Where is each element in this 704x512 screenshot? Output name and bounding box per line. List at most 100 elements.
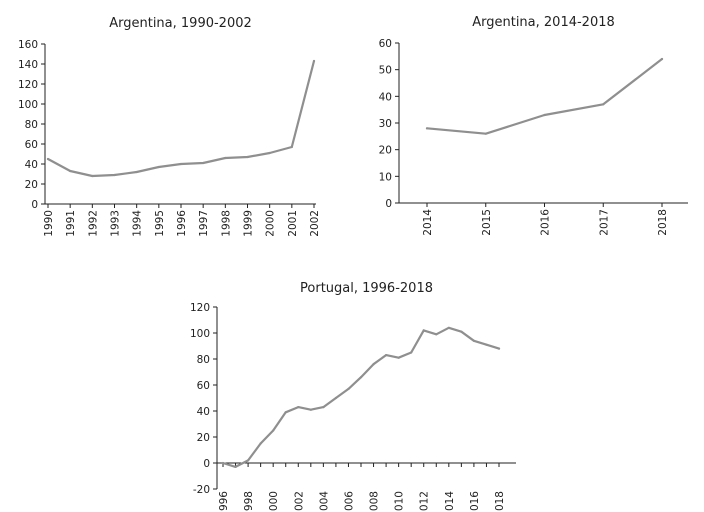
data-point — [497, 347, 501, 350]
y-tick-label: 30 — [379, 118, 392, 130]
y-tick-label: 0 — [203, 458, 210, 470]
x-tick-label: 2017 — [598, 209, 610, 236]
data-point — [472, 339, 476, 342]
data-point — [272, 429, 275, 432]
x-tick-label: 1998 — [220, 210, 232, 237]
x-tick-label: 1997 — [198, 210, 210, 237]
y-tick-label: 0 — [31, 199, 38, 211]
x-tick-label: 2014 — [444, 491, 456, 512]
data-point — [297, 406, 300, 409]
y-tick-label: 20 — [25, 179, 38, 191]
x-tick-label: 2016 — [540, 209, 552, 236]
data-point — [309, 408, 312, 411]
x-tick-label: 2002 — [309, 210, 321, 237]
x-tick-label: 2010 — [394, 491, 406, 512]
data-point — [397, 356, 400, 359]
data-point — [447, 326, 450, 329]
y-tick-label: 120 — [18, 79, 38, 91]
y-tick-label: 20 — [197, 432, 210, 444]
series-line — [221, 326, 501, 468]
y-tick-label: 60 — [25, 139, 38, 151]
data-point — [334, 396, 338, 400]
y-tick-label: 60 — [379, 38, 392, 50]
data-point — [224, 156, 227, 160]
data-point — [91, 174, 94, 178]
data-point — [484, 132, 487, 135]
data-point — [179, 162, 183, 166]
data-point — [384, 354, 388, 357]
data-point — [359, 376, 363, 379]
chart-argentina-1990-2002: Argentina, 1990-2002 0 20 40 60 80 100 120 140 16… — [18, 16, 321, 237]
data-point — [284, 411, 287, 414]
data-point — [460, 330, 463, 333]
x-tick-label: 2008 — [369, 491, 381, 512]
chart-portugal-1996-2018: Portugal, 1996-2018 -20 0 20 40 60 80 100 120 199… — [190, 281, 516, 512]
chart-title: Portugal, 1996-2018 — [300, 281, 433, 296]
x-tick-label: 1993 — [110, 210, 122, 237]
x-tick-label: 1991 — [65, 210, 77, 237]
data-point — [425, 127, 429, 130]
y-tick-label: 120 — [190, 302, 210, 314]
data-point — [422, 329, 425, 332]
series-line — [425, 57, 664, 135]
x-tick-label: 1996 — [176, 210, 188, 237]
x-tick-label: 2014 — [422, 209, 434, 236]
data-point — [69, 169, 72, 173]
y-tick-label: 60 — [197, 380, 210, 392]
data-point — [234, 465, 237, 468]
x-tick-label: 2012 — [419, 491, 431, 512]
data-point — [157, 165, 160, 169]
chart-title: Argentina, 2014-2018 — [472, 15, 615, 30]
data-point — [202, 161, 205, 165]
data-point — [268, 151, 271, 155]
data-point — [312, 59, 316, 63]
data-point — [485, 343, 488, 346]
x-tick-label: 2018 — [494, 491, 506, 512]
data-point — [602, 103, 605, 106]
data-point — [347, 387, 350, 390]
x-tick-label: 2000 — [268, 491, 280, 512]
y-tick-label: 20 — [379, 145, 392, 157]
y-tick-label: 80 — [197, 354, 210, 366]
data-point — [46, 157, 50, 161]
x-tick-label: 2002 — [293, 491, 305, 512]
x-tick-label: 1992 — [87, 210, 99, 237]
y-tick-label: 160 — [18, 39, 38, 51]
data-point — [246, 155, 249, 159]
y-tick-label: 100 — [190, 328, 210, 340]
series-line — [46, 59, 316, 178]
data-point — [259, 442, 262, 445]
x-tick-label: 1996 — [218, 491, 230, 512]
y-tick-label: 40 — [25, 159, 38, 171]
x-tick-label: 2016 — [469, 491, 481, 512]
chart-argentina-2014-2018: Argentina, 2014-2018 0 10 20 30 40 50 60 2014 201… — [379, 15, 688, 236]
y-tick-label: 100 — [18, 99, 38, 111]
y-tick-label: 0 — [385, 198, 392, 210]
y-tick-label: 140 — [18, 59, 38, 71]
data-point — [372, 363, 375, 366]
y-tick-label: 50 — [379, 65, 392, 77]
data-point — [435, 333, 438, 336]
y-tick-label: 80 — [25, 119, 38, 131]
data-point — [113, 173, 116, 177]
data-point — [660, 57, 664, 61]
x-tick-label: 2000 — [265, 210, 277, 237]
x-tick-label: 1995 — [154, 210, 166, 237]
x-tick-label: 2015 — [481, 209, 493, 236]
y-tick-label: 10 — [379, 171, 392, 183]
x-tick-label: 1998 — [243, 491, 255, 512]
x-tick-label: 2001 — [287, 210, 299, 237]
y-tick-label: 40 — [379, 91, 392, 103]
x-tick-label: 1990 — [43, 210, 55, 237]
data-point — [135, 170, 138, 174]
data-point — [410, 351, 413, 354]
data-point — [543, 113, 546, 117]
y-tick-label: -20 — [193, 484, 210, 496]
data-point — [322, 406, 325, 409]
x-tick-label: 1994 — [132, 210, 144, 237]
x-tick-label: 1999 — [243, 210, 255, 237]
data-point — [290, 145, 293, 149]
data-point — [221, 461, 225, 465]
chart-title: Argentina, 1990-2002 — [109, 16, 252, 31]
